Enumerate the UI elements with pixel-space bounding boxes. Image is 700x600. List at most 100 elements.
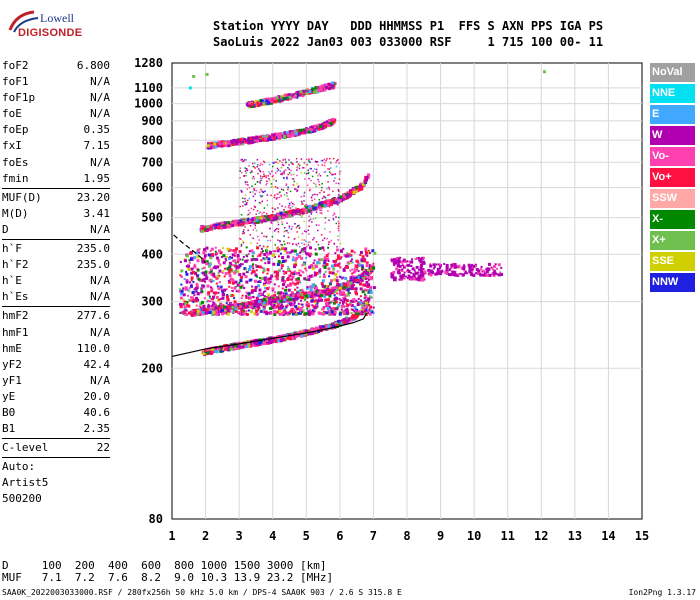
echo-point xyxy=(241,294,244,297)
echo-point xyxy=(179,302,183,306)
echo-point xyxy=(480,268,483,271)
echo-point xyxy=(236,255,240,259)
param-value: 7.15 xyxy=(83,139,111,153)
echo-point xyxy=(217,140,221,144)
echo-point xyxy=(344,195,348,199)
echo-point xyxy=(316,299,320,303)
echo-point xyxy=(259,340,263,344)
echo-point xyxy=(297,236,300,238)
echo-point xyxy=(301,303,304,306)
echo-point xyxy=(308,206,312,210)
echo-point xyxy=(263,211,265,214)
echo-point xyxy=(217,272,220,275)
echo-point xyxy=(307,229,309,232)
echo-point xyxy=(288,204,291,207)
echo-point xyxy=(333,290,337,294)
echo-point xyxy=(257,302,261,306)
echo-point xyxy=(403,271,406,274)
echo-point xyxy=(262,160,265,163)
echo-point xyxy=(358,300,361,303)
echo-point xyxy=(213,265,216,268)
echo-point xyxy=(247,341,251,345)
echo-point xyxy=(260,177,263,180)
echo-point xyxy=(306,307,309,310)
echo-point xyxy=(422,268,425,271)
echo-point xyxy=(312,262,315,265)
echo-point xyxy=(270,183,273,185)
echo-point xyxy=(273,297,277,301)
echo-point xyxy=(291,162,293,165)
echo-point xyxy=(300,334,304,338)
echo-point xyxy=(234,254,237,257)
echo-point xyxy=(311,221,313,223)
echo-point xyxy=(276,304,280,308)
echo-point xyxy=(401,264,404,267)
echo-point xyxy=(461,273,465,277)
echo-point xyxy=(327,267,331,271)
echo-point xyxy=(288,134,292,138)
echo-point xyxy=(318,296,322,300)
echo-point xyxy=(315,168,318,171)
echo-point xyxy=(246,271,249,274)
echo-point xyxy=(303,220,305,223)
echo-point xyxy=(434,272,438,276)
echo-point xyxy=(326,158,328,160)
echo-point xyxy=(328,205,331,208)
echo-point xyxy=(273,255,276,258)
echo-point xyxy=(290,169,292,172)
echo-point xyxy=(310,158,313,160)
param-name: fxI xyxy=(2,139,22,153)
echo-point xyxy=(241,345,245,349)
echo-point xyxy=(279,240,281,242)
echo-point xyxy=(316,229,319,232)
echo-point xyxy=(284,247,288,251)
echo-point xyxy=(299,269,302,272)
echo-point xyxy=(220,345,224,349)
echo-point xyxy=(488,273,492,277)
echo-point xyxy=(329,282,332,285)
echo-point xyxy=(364,295,368,299)
echo-point xyxy=(296,183,298,185)
echo-point xyxy=(299,92,303,96)
echo-point xyxy=(339,275,342,278)
echo-point xyxy=(281,205,283,207)
echo-point xyxy=(330,287,334,291)
echo-point xyxy=(285,286,288,289)
echo-point xyxy=(306,286,309,289)
echo-point xyxy=(249,302,253,306)
echo-point xyxy=(270,186,273,188)
echo-point xyxy=(326,187,328,190)
echo-point xyxy=(248,278,252,282)
echo-point xyxy=(221,142,225,146)
echo-point xyxy=(336,256,340,260)
echo-point xyxy=(312,294,316,298)
echo-point xyxy=(281,278,285,282)
echo-point xyxy=(247,253,250,256)
echo-point xyxy=(289,283,293,287)
echo-point xyxy=(344,288,348,292)
echo-point xyxy=(293,95,297,99)
echo-point xyxy=(182,287,185,290)
echo-point xyxy=(313,182,315,184)
echo-point xyxy=(248,250,251,253)
echo-point xyxy=(198,305,201,308)
echo-point xyxy=(360,303,364,307)
echo-point xyxy=(334,200,338,204)
echo-point xyxy=(263,278,267,282)
echo-point xyxy=(248,165,250,167)
echo-point xyxy=(429,264,433,268)
echo-point xyxy=(317,123,321,127)
echo-point xyxy=(336,306,339,309)
echo-point xyxy=(262,257,265,260)
echo-point xyxy=(259,279,262,282)
echo-point xyxy=(190,296,194,300)
echo-point xyxy=(212,301,215,304)
echo-point xyxy=(293,265,297,269)
echo-point xyxy=(189,299,192,302)
echo-point xyxy=(331,291,335,295)
echo-point xyxy=(344,266,347,269)
echo-point xyxy=(245,139,249,143)
echo-point xyxy=(457,273,460,276)
y-tick-label: 500 xyxy=(141,211,163,225)
echo-point xyxy=(200,287,203,290)
